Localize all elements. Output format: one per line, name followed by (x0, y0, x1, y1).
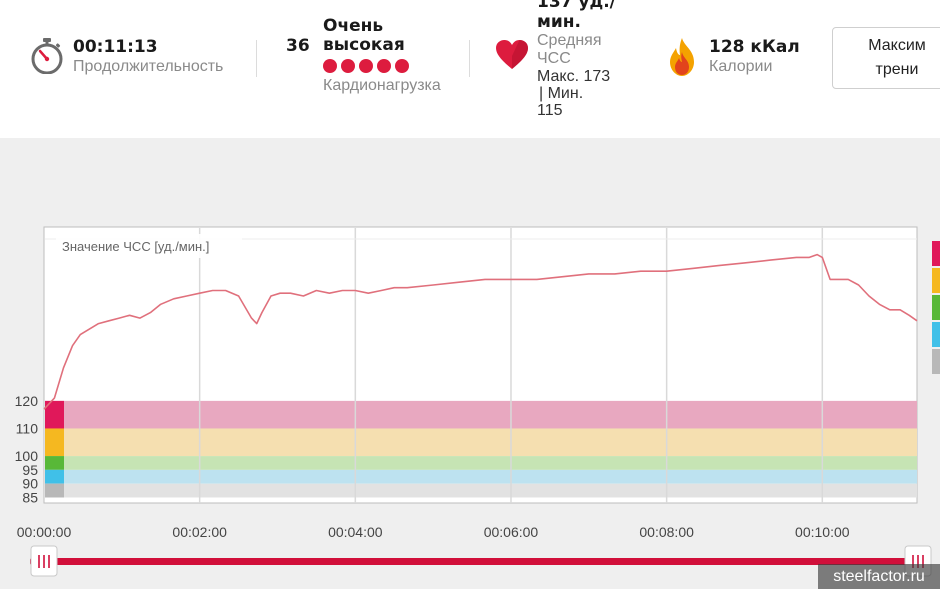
legend-box (56, 234, 242, 258)
zone-filter-swatch[interactable] (932, 295, 940, 320)
avg-hr-label-line2: ЧСС (537, 50, 571, 67)
stopwatch-icon (31, 38, 63, 74)
hr-zone-marker (45, 428, 64, 457)
divider (256, 40, 257, 77)
zone-filter-swatch[interactable] (932, 349, 940, 374)
hr-zone-band (45, 483, 917, 498)
max-hr-text: Макс. 173 (537, 68, 611, 85)
heart-rate-stat: 137 уд./ мин. Средняя ЧСС Макс. 173 | Ми… (537, 0, 632, 119)
summary-bar: 00:11:13 Продолжительность 36 Очень высо… (0, 0, 940, 138)
watermark: steelfactor.ru (818, 564, 940, 589)
cardio-level-dot (323, 59, 337, 73)
min-hr-text-line1: | Мин. (539, 85, 584, 102)
cardio-level-dot (359, 59, 373, 73)
hr-series-line (43, 253, 918, 410)
y-tick-label: 90 (22, 476, 38, 492)
divider (469, 40, 470, 77)
cardio-level-dots (323, 59, 441, 75)
y-tick-label: 95 (22, 462, 38, 478)
hr-zone-marker (45, 483, 64, 498)
hr-zone-marker (45, 400, 64, 429)
calories-stat: 128 кКал Калории (709, 37, 800, 77)
cardio-level-dot (395, 59, 409, 73)
x-tick-label: 00:02:00 (172, 524, 227, 540)
cardio-score: 36 (286, 36, 310, 56)
cardio-label: Кардионагрузка (323, 77, 441, 94)
x-tick-label: 00:08:00 (639, 524, 694, 540)
hr-zone-marker (45, 469, 64, 484)
x-tick-label: 00:10:00 (795, 524, 850, 540)
duration-stat: 00:11:13 Продолжительность (73, 37, 223, 77)
range-handle-start[interactable] (30, 545, 58, 577)
x-tick-label: 00:06:00 (484, 524, 539, 540)
avg-hr-label-line1: Средняя (537, 32, 602, 49)
heart-icon (496, 40, 528, 69)
cardio-level-dot (377, 59, 391, 73)
hr-zone-band (45, 400, 917, 429)
x-tick-label: 00:00:00 (17, 524, 72, 540)
duration-label: Продолжительность (73, 58, 224, 75)
duration-value: 00:11:13 (73, 37, 158, 57)
cardio-level-line1: Очень (323, 16, 384, 36)
avg-hr-value-line1: 137 уд./ (537, 0, 616, 12)
timeline-range-track[interactable] (30, 558, 916, 565)
chart-legend: Значение ЧСС [уд./мин.] (62, 239, 209, 254)
cardio-level-dot (341, 59, 355, 73)
x-tick-label: 00:04:00 (328, 524, 383, 540)
zone-filter-swatch[interactable] (932, 268, 940, 293)
y-tick-label: 100 (15, 448, 39, 464)
avg-hr-value-line2: мин. (537, 12, 582, 32)
min-hr-text-line2: 115 (537, 102, 563, 119)
max-training-button-line1: Максим (868, 37, 926, 54)
hr-zone-band (45, 428, 917, 457)
hr-zone-marker (45, 456, 64, 470)
y-tick-label: 110 (16, 420, 39, 436)
cardio-level-line2: высокая (323, 35, 405, 55)
zone-filter-swatch[interactable] (932, 241, 940, 266)
zone-filter-swatch[interactable] (932, 322, 940, 347)
y-tick-label: 120 (15, 393, 39, 409)
max-training-button[interactable]: Максим трени (832, 27, 940, 89)
hr-zone-band (45, 456, 917, 470)
max-training-button-line2: трени (875, 61, 919, 78)
hr-zone-band (45, 469, 917, 484)
flame-icon (670, 38, 694, 76)
cardio-load-stat: Очень высокая Кардионагрузка (323, 17, 441, 96)
calories-value: 128 кКал (709, 37, 800, 57)
calories-label: Калории (709, 58, 773, 75)
slider-grip-icon (38, 555, 50, 568)
y-tick-label: 85 (22, 489, 38, 505)
